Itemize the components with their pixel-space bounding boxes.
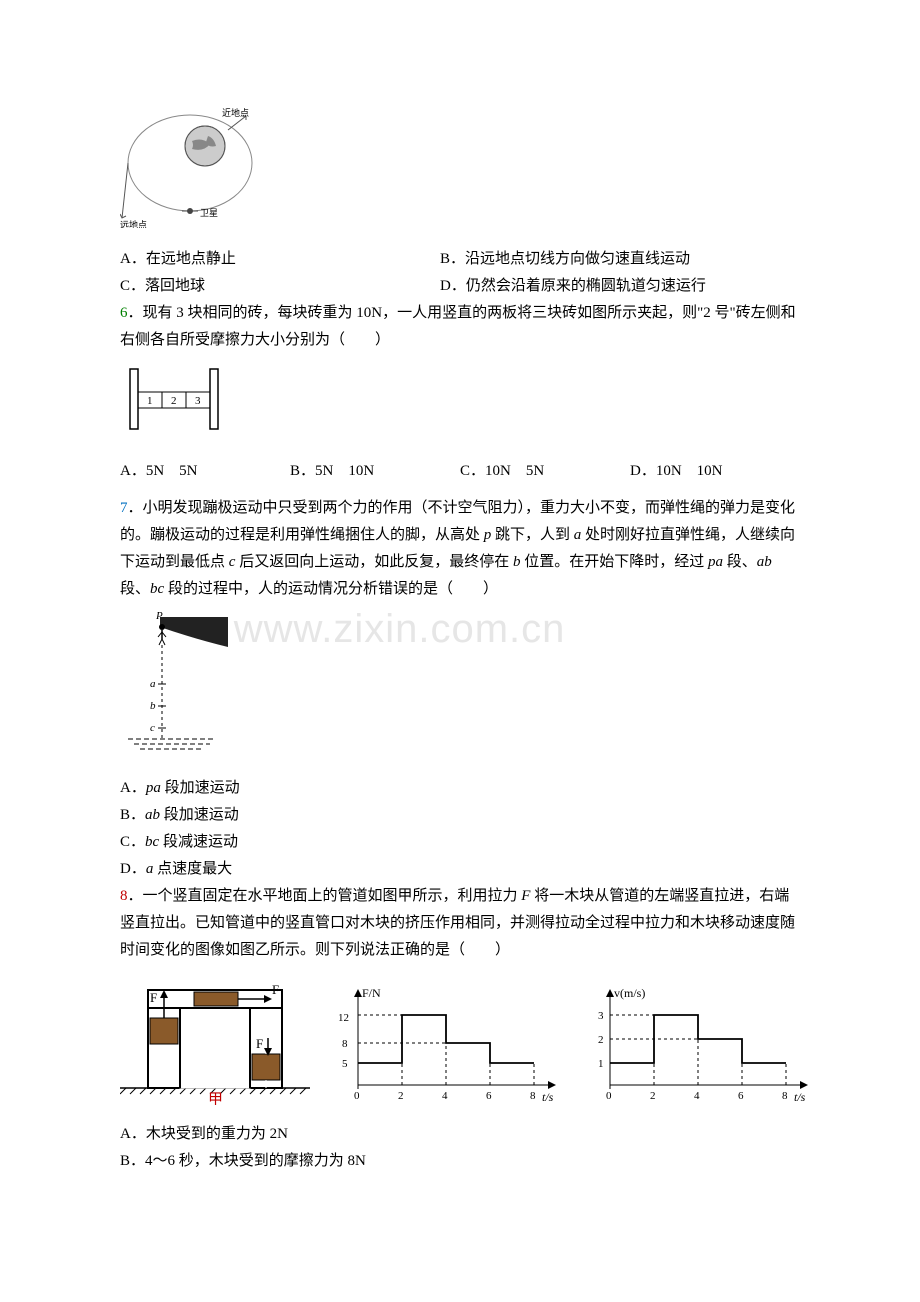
q5-row1: A．在远地点静止 B．沿远地点切线方向做匀速直线运动 (120, 246, 800, 273)
q8-opt-b: B．4～6 秒，木块受到的摩擦力为 8N (120, 1148, 800, 1175)
svg-text:P: P (155, 610, 163, 622)
q8-number: 8 (120, 888, 128, 904)
force-chart: F/N t/s 5 8 12 0 2 4 6 8 乙 (332, 985, 562, 1115)
svg-text:6: 6 (486, 1090, 492, 1102)
svg-text:12: 12 (338, 1012, 349, 1024)
svg-text:c: c (150, 722, 155, 734)
svg-text:3: 3 (598, 1010, 604, 1022)
q5-opt-a: A．在远地点静止 (120, 246, 440, 273)
q7-options: A．pa 段加速运动 B．ab 段加速运动 C．bc 段减速运动 D．a 点速度… (120, 775, 800, 883)
pipe-figures: F F F 甲 F/N t/s 5 8 12 0 (120, 970, 800, 1115)
svg-text:2: 2 (398, 1090, 404, 1102)
q6-options: A．5N 5N B．5N 10N C．10N 5N D．10N 10N (120, 458, 800, 485)
svg-text:2: 2 (650, 1090, 656, 1102)
q6-number: 6 (120, 305, 128, 321)
svg-text:a: a (150, 678, 156, 690)
svg-text:F: F (256, 1036, 263, 1051)
q7-opt-a: A．pa 段加速运动 (120, 775, 800, 802)
svg-text:t/s: t/s (794, 1090, 806, 1104)
q7-figure-row: P a b c www.zixin.com.cn (120, 603, 800, 775)
svg-text:5: 5 (342, 1058, 348, 1070)
svg-text:4: 4 (442, 1090, 448, 1102)
q8-opt-a: A．木块受到的重力为 2N (120, 1121, 800, 1148)
svg-text:2: 2 (171, 395, 177, 407)
perigee-label: 近地点 (222, 108, 249, 118)
q8-options: A．木块受到的重力为 2N B．4～6 秒，木块受到的摩擦力为 8N (120, 1121, 800, 1175)
pipe-left-figure: F F F 甲 (120, 970, 310, 1115)
satellite-label: 卫星 (200, 208, 218, 218)
svg-text:1: 1 (598, 1058, 604, 1070)
q6-text: 6．现有 3 块相同的砖，每块砖重为 10N，一人用竖直的两板将三块砖如图所示夹… (120, 300, 800, 354)
svg-text:甲: 甲 (208, 1092, 223, 1105)
watermark: www.zixin.com.cn (234, 593, 566, 665)
q6-opt-a: A．5N 5N (120, 458, 290, 485)
q6-opt-c: C．10N 5N (460, 458, 630, 485)
q6-body: ．现有 3 块相同的砖，每块砖重为 10N，一人用竖直的两板将三块砖如图所示夹起… (120, 305, 796, 348)
svg-text:t/s: t/s (542, 1090, 554, 1104)
svg-text:6: 6 (738, 1090, 744, 1102)
svg-text:8: 8 (530, 1090, 536, 1102)
bricks-svg: 1 2 3 (120, 364, 240, 434)
svg-text:F: F (272, 982, 279, 997)
svg-text:1: 1 (147, 395, 153, 407)
orbit-svg: 近地点 卫星 远地点 (120, 108, 260, 228)
q5-row2: C．落回地球 D．仍然会沿着原来的椭圆轨道匀速运行 (120, 273, 800, 300)
bricks-figure: 1 2 3 (120, 364, 800, 444)
q7-opt-b: B．ab 段加速运动 (120, 802, 800, 829)
q7-opt-d: D．a 点速度最大 (120, 856, 800, 883)
svg-text:8: 8 (342, 1038, 348, 1050)
apogee-label: 远地点 (120, 219, 147, 228)
svg-text:2: 2 (598, 1034, 604, 1046)
q5-opt-d: D．仍然会沿着原来的椭圆轨道匀速运行 (440, 273, 760, 300)
q6-opt-d: D．10N 10N (630, 458, 800, 485)
q7-number: 7 (120, 500, 128, 516)
svg-text:F: F (150, 990, 157, 1005)
svg-text:v(m/s): v(m/s) (614, 986, 645, 1000)
svg-text:b: b (150, 700, 156, 712)
bungee-figure: P a b c (120, 609, 230, 769)
q8-text: 8．一个竖直固定在水平地面上的管道如图甲所示，利用拉力 F 将一木块从管道的左端… (120, 883, 800, 964)
q5-opt-b: B．沿远地点切线方向做匀速直线运动 (440, 246, 760, 273)
orbit-figure: 近地点 卫星 远地点 (120, 108, 800, 238)
q7-text: 7．小明发现蹦极运动中只受到两个力的作用（不计空气阻力），重力大小不变，而弹性绳… (120, 495, 800, 603)
svg-text:4: 4 (694, 1090, 700, 1102)
svg-text:3: 3 (195, 395, 201, 407)
q5-opt-c: C．落回地球 (120, 273, 440, 300)
q6-opt-b: B．5N 10N (290, 458, 460, 485)
svg-text:8: 8 (782, 1090, 788, 1102)
svg-text:0: 0 (354, 1090, 360, 1102)
q7-opt-c: C．bc 段减速运动 (120, 829, 800, 856)
velocity-chart: v(m/s) t/s 1 2 3 0 2 4 6 8 (584, 985, 814, 1115)
svg-text:F/N: F/N (362, 986, 381, 1000)
svg-text:0: 0 (606, 1090, 612, 1102)
